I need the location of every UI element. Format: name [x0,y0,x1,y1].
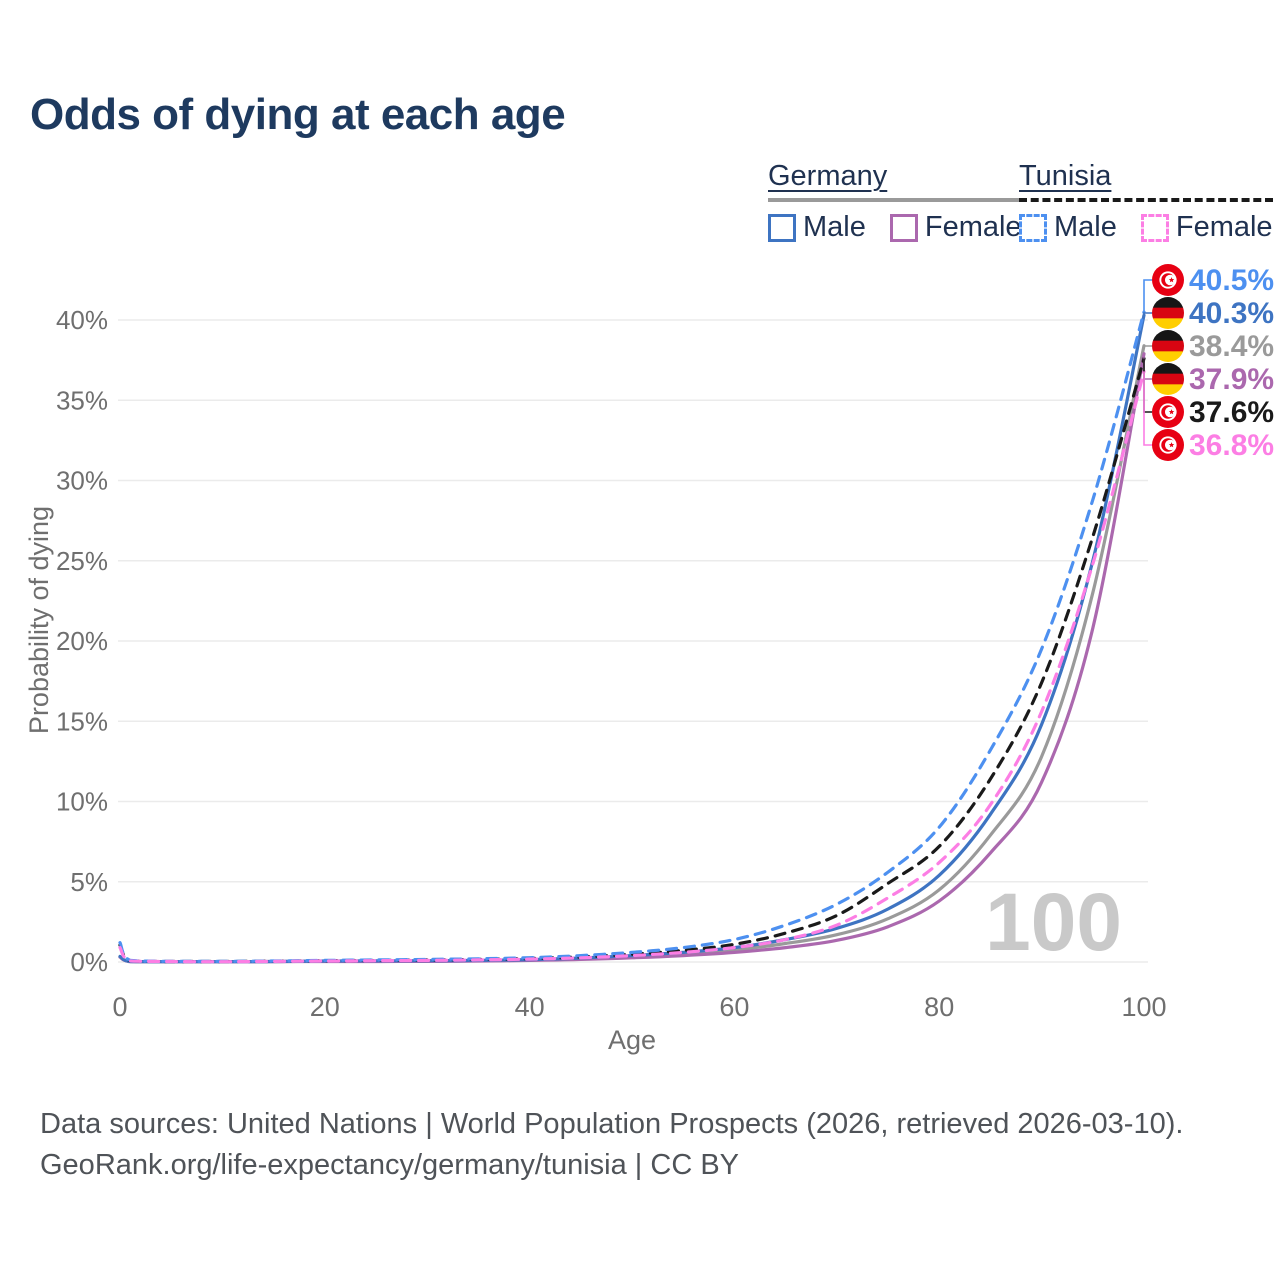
tunisia-female-swatch-icon [1140,213,1169,242]
legend-item-tunisia-female[interactable]: Female [1140,211,1273,244]
y-tick-5: 5% [70,867,108,897]
page-title: Odds of dying at each age [30,90,566,139]
end-value-germany-male: 40.3% [1189,297,1274,330]
end-value-tunisia-female: 36.8% [1189,429,1274,462]
source-line-1: Data sources: United Nations | World Pop… [40,1108,1184,1140]
legend-item-germany-male[interactable]: Male [768,211,866,244]
leader-line-tunisia-male [1143,279,1152,312]
x-tick-80: 80 [924,992,954,1022]
y-tick-20: 20% [56,626,108,656]
y-tick-10: 10% [56,787,108,817]
y-tick-15: 15% [56,706,108,736]
germany-male-swatch-icon [768,213,796,242]
data-sources: Data sources: United Nations | World Pop… [40,1104,1183,1186]
germany-flag-icon [1152,297,1184,329]
x-axis-title: Age [608,1025,656,1055]
source-line-2: GeoRank.org/life-expectancy/germany/tuni… [40,1149,740,1181]
legend-header-tunisia: Tunisia [1019,160,1112,192]
tunisia-flag-icon [1152,264,1184,296]
legend-label-germany-female: Female [924,211,1022,243]
germany-line-sample [768,198,1022,202]
end-label-tunisia-male: 40.5% [1143,264,1274,312]
end-value-germany-total: 38.4% [1189,330,1274,363]
leader-line-germany-male [1143,312,1152,316]
leader-line-tunisia-total [1143,358,1152,413]
tunisia-flag-icon [1152,429,1184,461]
end-label-tunisia-female: 36.8% [1143,371,1274,462]
tunisia-line-sample [1019,198,1273,202]
end-label-germany-male: 40.3% [1143,297,1274,330]
end-label-tunisia-total: 37.6% [1143,358,1274,429]
series-line-germany-female [118,352,1146,964]
x-tick-40: 40 [515,992,545,1022]
end-label-germany-total: 38.4% [1143,330,1274,363]
y-tick-25: 25% [56,546,108,576]
germany-female-swatch-icon [889,213,918,242]
germany-flag-icon [1152,363,1184,395]
end-value-tunisia-total: 37.6% [1189,396,1274,429]
x-tick-0: 0 [112,992,127,1022]
series-line-tunisia-total [118,356,1146,964]
legend-item-germany-female[interactable]: Female [889,211,1022,244]
x-tick-20: 20 [310,992,340,1022]
x-tick-100: 100 [1121,992,1166,1022]
legend-group-germany: Germany Male Female [768,160,1022,244]
y-tick-40: 40% [56,305,108,335]
leader-line-tunisia-female [1143,371,1152,446]
legend-item-tunisia-male[interactable]: Male [1019,211,1117,244]
germany-flag-icon [1152,330,1184,362]
y-tick-0: 0% [70,947,108,977]
tunisia-flag-icon [1152,396,1184,428]
age-watermark: 100 [985,877,1122,968]
y-tick-30: 30% [56,466,108,496]
end-value-germany-female: 37.9% [1189,363,1274,396]
legend-group-tunisia: Tunisia Male Female [1019,160,1273,244]
series-line-tunisia-male [118,310,1146,964]
tunisia-male-swatch-icon [1019,213,1047,242]
legend-header-germany: Germany [768,160,888,192]
legend-label-germany-male: Male [803,211,866,243]
legend-label-tunisia-male: Male [1054,211,1117,243]
y-tick-35: 35% [56,385,108,415]
legend-label-tunisia-female: Female [1175,211,1273,243]
y-axis-title: Probability of dying [24,506,54,734]
series-line-germany-total [118,344,1146,964]
end-label-germany-female: 37.9% [1143,353,1274,396]
series-line-tunisia-female [118,369,1146,964]
x-tick-60: 60 [719,992,749,1022]
end-value-tunisia-male: 40.5% [1189,264,1274,297]
series-line-germany-male [118,313,1146,964]
